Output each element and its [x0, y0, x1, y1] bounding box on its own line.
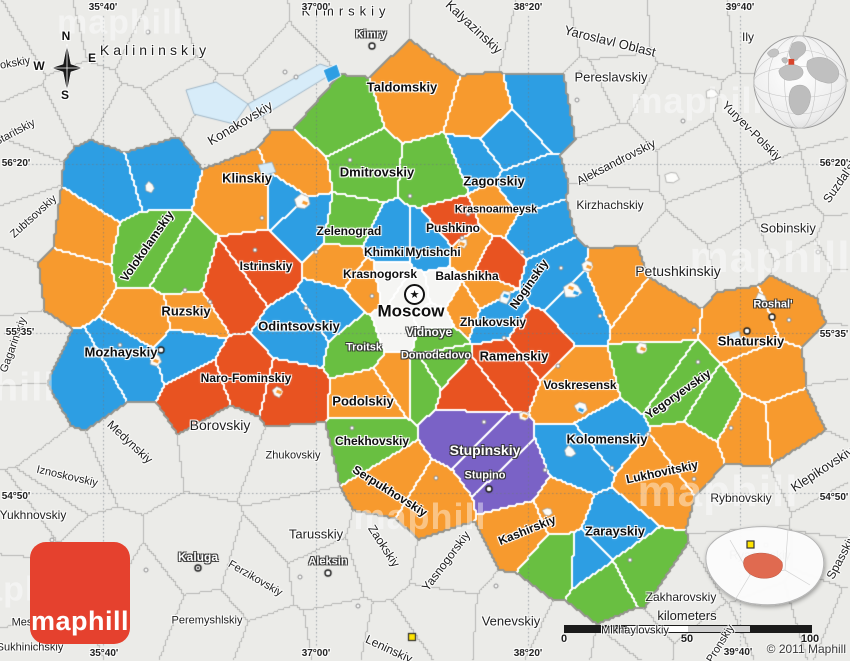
- scalebar-tick-0: 0: [560, 633, 568, 645]
- scalebar-segment: [626, 626, 688, 632]
- scalebar-tick-100: 100: [800, 633, 820, 645]
- scalebar-unit-label: kilometers: [657, 608, 717, 623]
- inset-highlight-region: [743, 552, 783, 579]
- compass-s-label: S: [60, 88, 70, 102]
- scalebar-segment: [749, 626, 811, 632]
- maphill-logo-text: maphill: [30, 606, 129, 636]
- scale-bar: [564, 625, 812, 633]
- inset-map: [705, 526, 825, 606]
- compass-rose-icon: [50, 43, 84, 93]
- inset-location-marker: [746, 540, 755, 549]
- locator-globe-icon: [753, 35, 847, 129]
- scalebar-segment: [688, 626, 750, 632]
- maphill-logo[interactable]: maphill: [30, 542, 130, 644]
- capital-star-marker: ★: [404, 284, 425, 305]
- copyright-notice: © 2011 Maphill: [766, 642, 846, 656]
- globe-location-marker: [788, 58, 795, 65]
- compass-n-label: N: [61, 29, 71, 43]
- scalebar-tick-50: 50: [680, 633, 694, 645]
- compass-w-label: W: [33, 59, 45, 73]
- scalebar-segment: [565, 626, 627, 632]
- compass-e-label: E: [87, 51, 97, 65]
